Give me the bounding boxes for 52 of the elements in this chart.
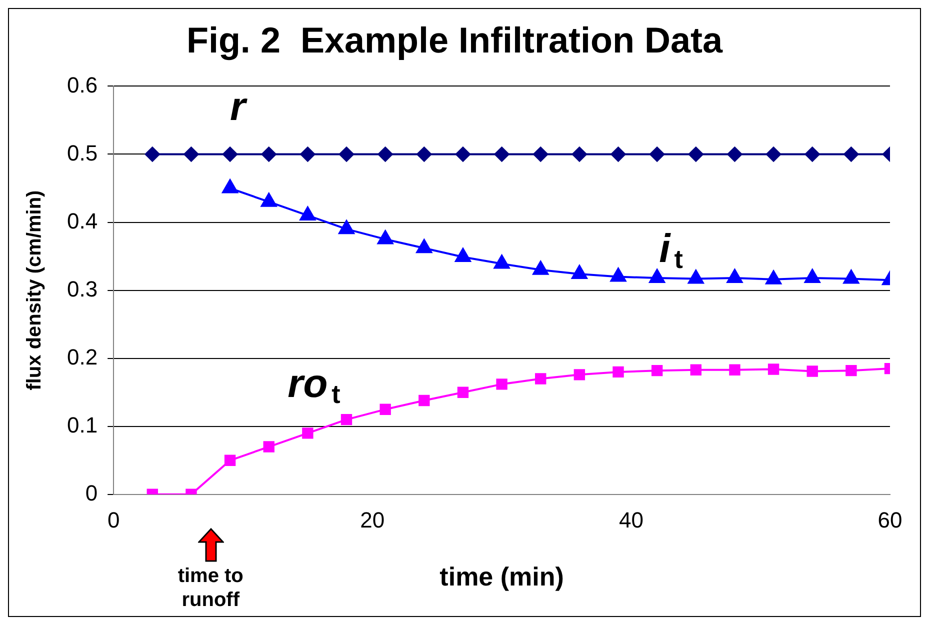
- chart-title: Fig. 2 Example Infiltration Data: [186, 20, 724, 61]
- point: [690, 364, 702, 376]
- point: [572, 146, 587, 162]
- point: [380, 404, 391, 415]
- point: [496, 378, 508, 390]
- point: [846, 364, 857, 376]
- point: [224, 454, 236, 466]
- y-tick-label: 0.5: [66, 140, 98, 166]
- point: [804, 146, 820, 162]
- point: [300, 146, 316, 162]
- point: [457, 386, 469, 398]
- point: [494, 146, 510, 162]
- x-tick-label: 0: [107, 508, 120, 533]
- point: [340, 414, 352, 426]
- point: [261, 146, 276, 162]
- point: [416, 146, 432, 162]
- y-tick-label: 0.2: [66, 344, 98, 370]
- point: [222, 146, 238, 162]
- y-tick-label: 0: [85, 480, 98, 506]
- y-tick-label: 0.4: [66, 208, 98, 234]
- y-axis-title: flux density (cm/min): [24, 190, 46, 390]
- point: [768, 364, 780, 375]
- point: [184, 146, 199, 162]
- point: [612, 366, 624, 378]
- point: [688, 146, 704, 162]
- y-tick-label: 0.1: [66, 412, 98, 438]
- point: [418, 394, 430, 406]
- x-tick-label: 40: [618, 508, 644, 533]
- series-label: r: [230, 85, 248, 130]
- y-tick-label: 0.6: [66, 72, 98, 98]
- point: [302, 428, 314, 439]
- point: [455, 146, 470, 162]
- point: [574, 369, 586, 380]
- point: [610, 146, 626, 162]
- point: [806, 366, 818, 377]
- point: [535, 373, 546, 384]
- point: [650, 146, 665, 162]
- point: [766, 146, 782, 162]
- point: [533, 146, 548, 162]
- x-tick-label: 60: [878, 508, 902, 533]
- point: [378, 146, 393, 162]
- text: time to runoff: [176, 564, 244, 612]
- point: [844, 146, 859, 162]
- point: [727, 146, 742, 162]
- point: [651, 364, 663, 376]
- point: [144, 146, 160, 162]
- y-tick-label: 0.3: [66, 276, 98, 302]
- point: [263, 441, 274, 452]
- point: [729, 364, 740, 376]
- x-tick-label: 20: [360, 508, 385, 533]
- x-axis-title: time (min): [440, 562, 564, 592]
- point: [339, 146, 354, 162]
